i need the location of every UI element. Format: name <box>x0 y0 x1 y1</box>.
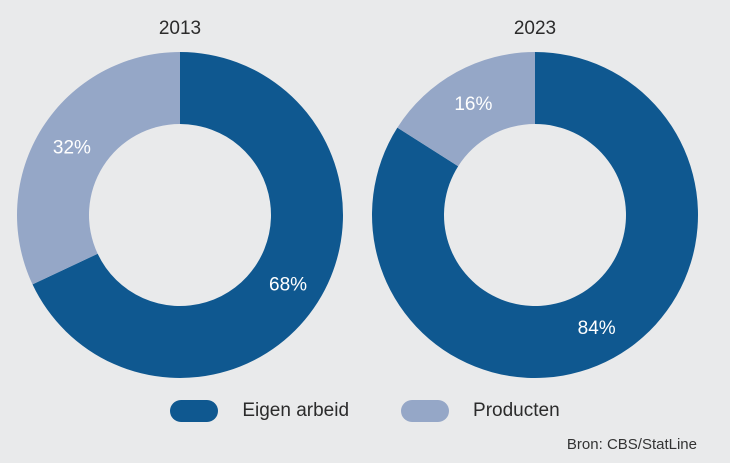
legend-item-eigen-arbeid: Eigen arbeid <box>170 400 349 422</box>
legend-item-producten: Producten <box>401 400 560 422</box>
data-label-2023-producten: 16% <box>454 94 492 115</box>
data-label-2023-eigen-arbeid: 84% <box>578 318 616 339</box>
donut-slice-2013-producten <box>16 52 180 285</box>
chart-title-2023: 2023 <box>514 18 556 39</box>
legend: Eigen arbeid Producten <box>0 396 730 426</box>
charts-area: 2013 68% 32% 2023 84% 16% <box>16 18 698 378</box>
legend-swatch-eigen-arbeid <box>170 400 219 422</box>
chart-title-2013: 2013 <box>159 18 201 39</box>
donut-slice-2023-producten <box>397 52 535 167</box>
data-label-2013-eigen-arbeid: 68% <box>269 275 307 296</box>
legend-label-producten: Producten <box>473 400 560 421</box>
legend-label-eigen-arbeid: Eigen arbeid <box>242 400 350 421</box>
donut-slice-2013-eigen-arbeid <box>32 52 343 378</box>
source-note: Bron: CBS/StatLine <box>566 436 697 453</box>
legend-swatch-producten <box>401 400 450 422</box>
data-label-2013-producten: 32% <box>53 137 91 158</box>
donut-slice-2023-eigen-arbeid <box>371 52 698 378</box>
